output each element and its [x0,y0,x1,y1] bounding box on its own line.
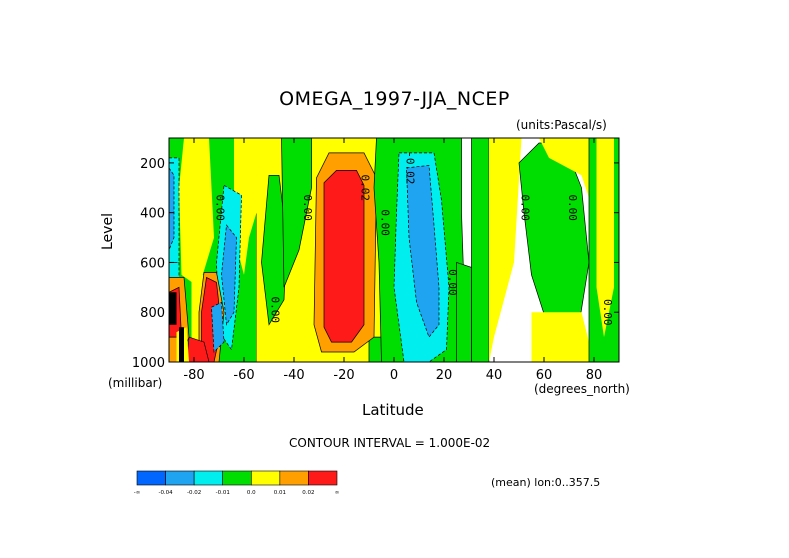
contour-region-1 [179,138,214,288]
x-tick-label: -60 [233,368,254,383]
x-tick-label: -40 [283,368,304,383]
contour-region-16 [539,138,594,213]
contour-label-6: 0.00 [566,194,579,221]
x-tick-label: 0 [390,368,398,383]
contour-region-12 [471,138,490,362]
y-axis-label: Level [100,213,116,250]
y-axis: 200 400 600 800 1000 [132,157,619,371]
chart-title: OMEGA_1997-JJA_NCEP [279,88,510,110]
contour-label-0: 0.00 [214,194,227,221]
colorbar-tick-label: 0.01 [274,490,286,496]
contour-region-5 [281,138,312,288]
x-tick-label: 40 [486,368,503,383]
units-label: (units:Pascal/s) [516,118,607,132]
x-tick-label: 80 [586,368,603,383]
masked-region-0 [169,292,177,325]
contour-label-3: 0.00 [379,209,392,236]
contour-region-23 [221,224,237,326]
contour-region-11 [406,165,440,338]
contour-fill-layer [169,138,619,362]
colorbar-tick-label: 0.02 [302,490,314,496]
contour-label-9: 0.00 [601,299,614,326]
contour-label-8: 0.00 [446,269,459,296]
x-axis-label: Latitude [362,401,424,419]
colorbar-swatch [250,470,281,486]
contour-label-5: 0.00 [519,194,532,221]
y-tick-label: 400 [140,207,165,222]
contour-region-14 [489,138,522,362]
mean-longitude-label: (mean) lon:0..357.5 [491,476,601,489]
x-axis: -80 -60 -40 -20 0 20 40 60 80 [183,138,602,383]
contour-label-4: -0.02 [404,151,417,184]
x-unit-label: (degrees_north) [534,382,630,396]
colorbar-swatch [222,470,252,486]
colorbar-swatch [279,470,309,486]
contour-region-19 [596,138,614,338]
colorbar-tick-label: -0.02 [187,490,201,496]
colorbar-swatch [193,470,224,486]
x-tick-label: 20 [436,368,453,383]
contour-region-31 [211,301,225,353]
masked-region-1 [179,327,184,362]
contour-region-8 [323,170,365,343]
contour-label-2: 0.02 [359,175,372,202]
x-tick-label: -80 [183,368,204,383]
y-unit-label: (millibar) [108,376,163,390]
x-tick-label: -20 [333,368,354,383]
colorbar-swatch [165,470,195,486]
contour-region-21 [169,167,175,251]
colorbar-swatch [136,470,166,486]
colorbar-swatch [308,470,338,486]
contour-label-7: 0.00 [269,296,282,323]
contour-region-4 [261,174,287,326]
y-tick-label: 800 [140,306,165,321]
colorbar-tick-label: -0.01 [216,490,230,496]
contour-region-17 [531,312,594,362]
contour-region-13 [456,261,472,362]
contour-label-1: 0.00 [301,194,314,221]
colorbar-tick-label: 0.0 [247,490,256,496]
colorbar-tick-label: -0.04 [158,490,173,496]
colorbar-tick-label: ∞ [335,490,340,496]
x-tick-label: 60 [536,368,553,383]
colorbar: -∞ -0.04 -0.02 -0.01 0.0 0.01 0.02 ∞ [134,470,340,496]
y-tick-label: 1000 [132,356,165,371]
contour-interval-label: CONTOUR INTERVAL = 1.000E-02 [289,436,491,450]
y-tick-label: 600 [140,256,165,271]
contour-label-layer: 0.00 0.00 0.02 0.00 -0.02 0.00 0.00 0.00 0.00 0.0… [214,151,615,325]
colorbar-tick-label: -∞ [134,490,141,496]
y-tick-label: 200 [140,157,165,172]
